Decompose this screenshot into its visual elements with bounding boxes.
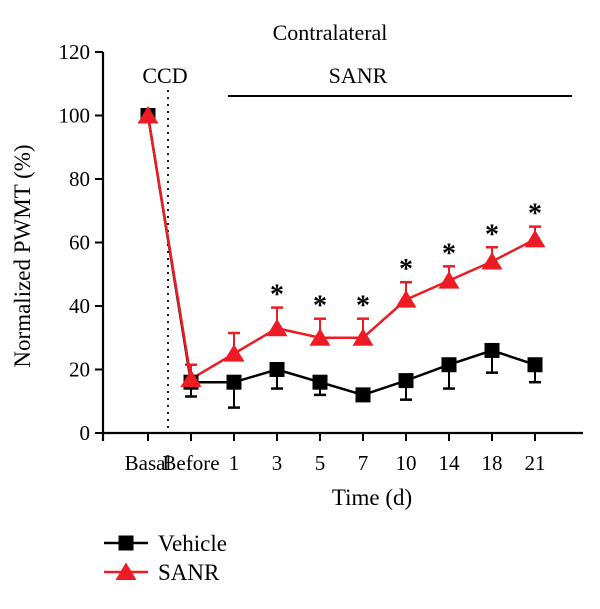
legend: Vehicle SANR	[104, 531, 227, 585]
x-tick-label: 7	[358, 451, 369, 475]
legend-label-sanr: SANR	[158, 560, 220, 585]
vehicle-point-10	[398, 373, 414, 389]
y-tick-label: 120	[59, 40, 91, 64]
y-axis-title: Normalized PWMT (%)	[10, 144, 35, 367]
significance-asterisk: *	[442, 238, 456, 269]
sanr-point-7	[352, 328, 374, 346]
legend-marker-vehicle	[104, 535, 148, 551]
x-tick-label: 1	[229, 451, 240, 475]
sanr-point-5	[309, 328, 331, 346]
y-tick-label: 60	[69, 231, 90, 255]
sanr-point-3	[266, 318, 288, 337]
x-tick-label: Basal	[125, 451, 172, 475]
vehicle-point-14	[441, 357, 457, 373]
y-tick-label: 40	[69, 294, 90, 318]
sanr-point-18	[481, 252, 503, 270]
x-tick-label: 21	[525, 451, 546, 475]
sanr-line	[146, 115, 536, 382]
significance-asterisk: *	[356, 291, 370, 322]
legend-item-sanr: SANR	[104, 560, 220, 585]
sanr-point-21	[524, 229, 546, 248]
x-tick-label: 14	[439, 451, 461, 475]
x-tick-label: 5	[315, 451, 326, 475]
vehicle-point-5	[312, 374, 328, 390]
x-axis-title: Time (d)	[332, 485, 412, 510]
sanr-point-Basal	[137, 106, 159, 124]
vehicle-point-3	[269, 362, 285, 377]
sanr-period-label: SANR	[329, 63, 388, 88]
vehicle-point-1	[226, 374, 242, 390]
x-tick-label: 3	[272, 451, 283, 475]
chart-title: Contralateral	[273, 20, 388, 45]
legend-marker-sanr	[104, 562, 148, 580]
significance-asterisk: *	[270, 280, 284, 311]
significance-asterisk: *	[485, 219, 499, 250]
sanr-point-10	[395, 290, 417, 308]
x-tick-label: 18	[482, 451, 503, 475]
legend-label-vehicle: Vehicle	[158, 531, 227, 556]
significance-asterisk: *	[399, 254, 413, 285]
vehicle-line	[146, 115, 536, 397]
vehicle-point-7	[355, 387, 371, 403]
vehicle-point-21	[527, 357, 543, 373]
ccd-label: CCD	[142, 63, 187, 88]
x-tick-label: Before	[162, 451, 219, 475]
legend-square-marker	[118, 535, 134, 551]
sanr-point-14	[438, 271, 460, 289]
legend-triangle-marker	[115, 562, 137, 580]
x-tick-label: 10	[396, 451, 417, 475]
legend-item-vehicle: Vehicle	[104, 531, 227, 556]
y-tick-label: 100	[59, 104, 91, 128]
y-tick-label: 20	[69, 358, 90, 382]
y-tick-label: 80	[69, 167, 90, 191]
y-tick-label: 0	[80, 421, 91, 445]
significance-asterisk: *	[313, 291, 327, 322]
sanr-point-1	[223, 344, 245, 362]
sanr-point-Before	[180, 369, 202, 388]
vehicle-point-18	[484, 342, 500, 358]
significance-asterisk: *	[528, 199, 542, 230]
